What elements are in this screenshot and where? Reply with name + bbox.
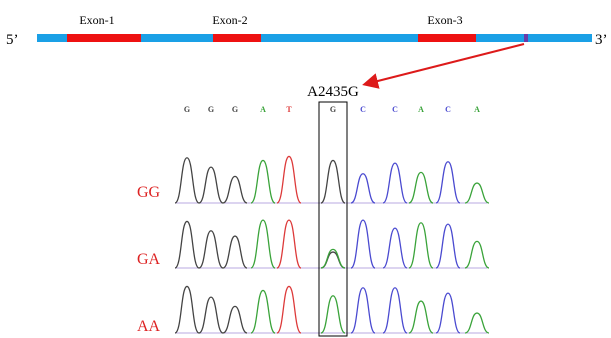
base-call-8: A (418, 105, 424, 114)
trace-peak-10 (464, 312, 490, 334)
trace-peak-5 (320, 159, 346, 204)
trace-peak-2 (222, 175, 248, 204)
base-call-3: A (260, 105, 266, 114)
base-call-10: A (474, 105, 480, 114)
trace-peak-6 (350, 173, 376, 204)
trace-peak-7 (382, 287, 408, 334)
base-call-0: G (184, 105, 190, 114)
base-call-5: G (330, 105, 336, 114)
trace-peak-8 (382, 227, 408, 269)
base-call-2: G (232, 105, 238, 114)
trace-peak-6 (320, 248, 346, 269)
trace-peak-6 (350, 287, 376, 334)
exon-1-label: Exon-1 (79, 13, 114, 27)
three-prime-label: 3’ (595, 32, 608, 48)
gene-map: 5’ Exon-1 Exon-2 Exon-3 3’ (6, 13, 608, 48)
chromatogram-traces (174, 155, 490, 334)
chromatogram-aa (174, 285, 490, 334)
dna-strand (37, 34, 592, 42)
trace-peak-1 (198, 166, 224, 204)
trace-peak-2 (222, 305, 248, 334)
exon-1-block (67, 34, 141, 42)
base-call-7: C (392, 105, 398, 114)
trace-peak-11 (464, 240, 490, 269)
exon-3-label: Exon-3 (427, 13, 462, 27)
trace-peak-2 (222, 235, 248, 269)
trace-peak-0 (174, 157, 200, 204)
base-call-6: C (360, 105, 366, 114)
trace-peak-0 (174, 285, 200, 334)
trace-peak-9 (408, 222, 434, 269)
trace-peak-9 (435, 292, 461, 334)
variant-arrow (362, 43, 525, 89)
trace-peak-7 (350, 219, 376, 269)
trace-peak-4 (276, 219, 302, 269)
genotype-label-gg: GG (137, 184, 161, 201)
trace-peak-1 (198, 296, 224, 334)
trace-peak-10 (464, 182, 490, 204)
variant-label: A2435G (307, 84, 359, 100)
base-call-4: T (286, 105, 292, 114)
trace-peak-3 (250, 289, 276, 334)
trace-peak-10 (435, 223, 461, 269)
trace-peak-5 (320, 295, 346, 334)
trace-peak-7 (382, 162, 408, 204)
chromatogram-gg (174, 155, 490, 204)
trace-peak-8 (408, 300, 434, 334)
trace-peak-4 (276, 285, 302, 334)
base-call-9: C (445, 105, 451, 114)
trace-peak-3 (250, 219, 276, 269)
trace-peak-8 (408, 171, 434, 204)
snp-position-mark (524, 34, 528, 42)
base-call-1: G (208, 105, 214, 114)
trace-peak-1 (198, 230, 224, 269)
exon-3-block (418, 34, 476, 42)
genotype-label-aa: AA (137, 318, 161, 335)
exon-2-label: Exon-2 (212, 13, 247, 27)
trace-peak-4 (276, 155, 302, 204)
snp-highlight-box (318, 101, 348, 337)
genotype-label-ga: GA (137, 251, 161, 268)
exon-2-block (213, 34, 261, 42)
trace-peak-3 (250, 159, 276, 204)
trace-peak-9 (435, 161, 461, 204)
chromatogram-ga (174, 219, 490, 269)
five-prime-label: 5’ (6, 32, 19, 48)
trace-peak-0 (174, 220, 200, 269)
